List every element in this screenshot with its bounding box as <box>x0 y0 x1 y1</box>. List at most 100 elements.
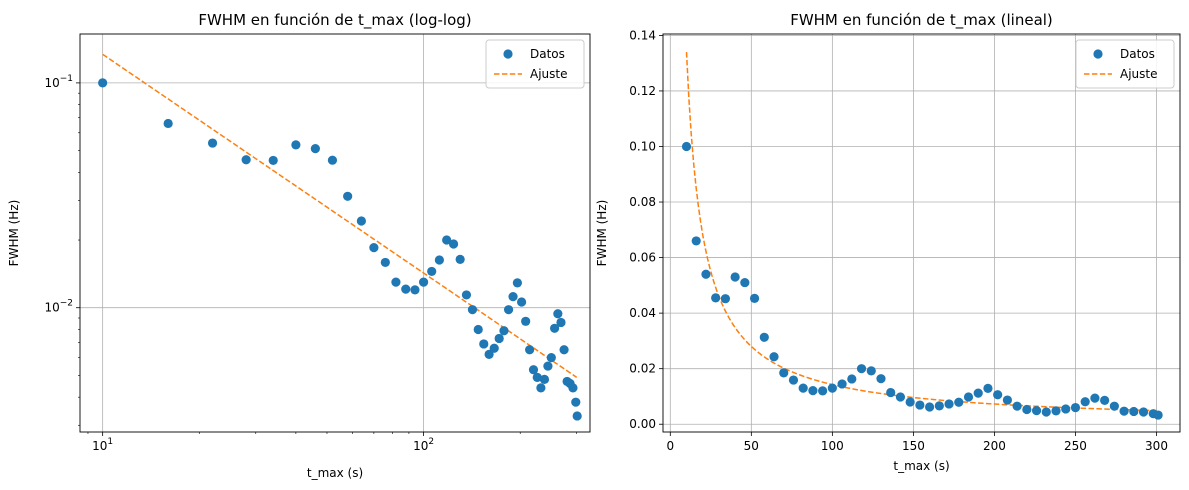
datos-point <box>479 339 489 349</box>
datos-point <box>1090 393 1100 403</box>
chart-title: FWHM en función de t_max (log-log) <box>198 11 471 30</box>
datos-point <box>1022 404 1032 415</box>
x-tick-label: 50 <box>744 439 759 453</box>
datos-point <box>1100 395 1110 405</box>
datos-point <box>827 383 837 393</box>
datos-point <box>268 155 278 166</box>
datos-point <box>856 364 867 374</box>
datos-point <box>434 255 444 265</box>
y-tick-label: 10−1 <box>44 74 73 90</box>
legend: Datos Ajuste <box>485 39 585 89</box>
datos-point <box>818 386 828 396</box>
datos-point <box>915 400 925 410</box>
datos-point <box>730 272 740 282</box>
datos-point <box>536 383 546 393</box>
datos-point <box>749 293 760 304</box>
datos-point <box>539 374 550 384</box>
datos-point <box>163 118 173 129</box>
legend-datos-label: Datos <box>530 47 565 61</box>
datos-point <box>525 345 535 355</box>
y-axis-label: FWHM (Hz) <box>595 200 609 267</box>
datos-point <box>310 144 320 154</box>
datos-point <box>207 138 218 148</box>
y-axis-label: FWHM (Hz) <box>7 200 21 267</box>
datos-point <box>484 349 494 359</box>
datos-point <box>1061 404 1071 414</box>
datos-point <box>380 257 390 268</box>
x-tick-label: 0 <box>666 439 674 453</box>
legend-ajuste-label: Ajuste <box>530 67 568 81</box>
datos-point <box>499 326 509 336</box>
datos-point <box>532 372 542 382</box>
datos-point <box>798 383 808 393</box>
datos-point <box>291 140 301 150</box>
datos-point <box>473 324 483 335</box>
datos-point <box>759 332 769 342</box>
y-tick-label: 10−2 <box>44 299 73 315</box>
datos-point <box>866 366 876 376</box>
datos-point <box>391 277 401 287</box>
datos-point <box>934 401 944 411</box>
datos-point <box>343 191 353 201</box>
datos-point <box>1012 401 1022 411</box>
plot-area <box>663 34 1180 432</box>
datos-point <box>1031 406 1042 416</box>
x-axis-label: t_max (s) <box>893 459 949 473</box>
datos-point <box>1119 406 1129 416</box>
datos-point <box>1109 401 1119 411</box>
x-tick-label: 200 <box>983 439 1006 453</box>
ajuste-line <box>102 53 578 378</box>
x-axis-label: t_max (s) <box>307 466 363 480</box>
datos-point <box>356 216 366 226</box>
legend-ajuste-label: Ajuste <box>1120 67 1158 81</box>
datos-point <box>455 254 465 265</box>
chart-title: FWHM en función de t_max (lineal) <box>790 11 1053 30</box>
datos-point <box>568 383 578 393</box>
datos-point <box>905 397 915 407</box>
datos-point <box>895 392 906 402</box>
datos-point <box>508 292 518 302</box>
datos-point <box>571 397 581 407</box>
linear-panel: 0 50 100 150 200 250 300 0.00 0.02 0.04 0.06 0.08 0.… <box>595 11 1181 473</box>
datos-point <box>503 305 514 315</box>
x-tick-label: 150 <box>902 439 925 453</box>
datos-point <box>461 290 472 300</box>
y-tick-label: 0.06 <box>629 251 656 265</box>
datos-point <box>553 309 563 319</box>
y-tick-label: 0.02 <box>629 362 656 376</box>
loglog-panel: 101 102 10−2 10−1 FWHM en función de t_max (… <box>7 11 591 480</box>
datos-point <box>427 266 437 277</box>
y-tick-label: 0.12 <box>629 84 656 98</box>
datos-point <box>847 374 857 384</box>
datos-point <box>993 390 1003 400</box>
datos-point <box>489 343 499 353</box>
datos-point <box>1080 397 1090 407</box>
legend-datos-marker <box>503 49 513 59</box>
datos-point <box>711 293 721 303</box>
data-layer <box>98 53 582 421</box>
datos-point <box>528 365 539 375</box>
datos-point <box>983 383 993 393</box>
datos-point <box>944 399 954 409</box>
legend-datos-label: Datos <box>1120 47 1155 61</box>
datos-point <box>241 155 251 165</box>
datos-point <box>1041 407 1051 417</box>
datos-point <box>837 379 847 389</box>
datos-point <box>1051 406 1061 416</box>
datos-point <box>973 388 983 398</box>
datos-point <box>954 397 964 407</box>
datos-point <box>681 141 692 152</box>
legend-datos-marker <box>1093 49 1103 59</box>
datos-point <box>546 352 556 363</box>
axes-frame <box>79 33 591 433</box>
plot-area <box>80 34 590 432</box>
datos-point <box>720 294 731 304</box>
datos-point <box>521 316 531 326</box>
datos-point <box>788 375 799 385</box>
datos-point <box>1070 402 1081 413</box>
y-tick-label: 0.10 <box>629 139 656 153</box>
datos-point <box>512 278 522 288</box>
datos-point <box>494 333 504 344</box>
datos-point <box>808 386 818 396</box>
datos-point <box>769 352 779 362</box>
